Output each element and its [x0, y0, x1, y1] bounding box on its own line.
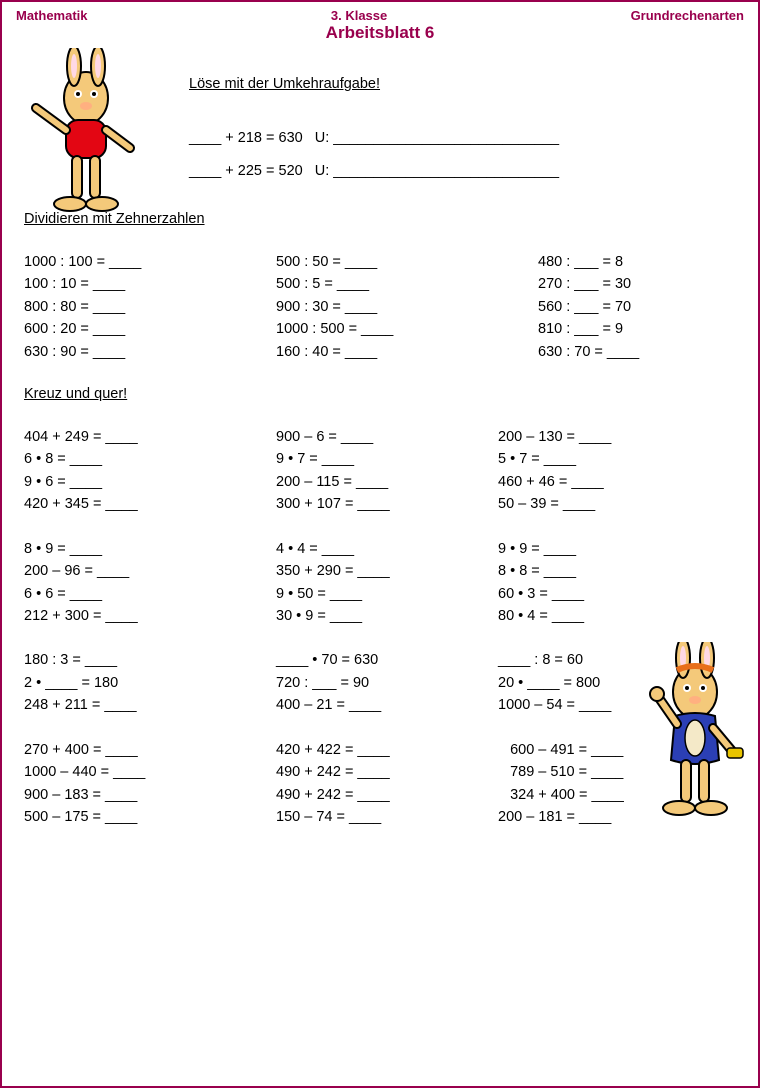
problem-cell: 9 • 9 = ____ — [498, 538, 740, 560]
problem-cell: 6 • 6 = ____ — [24, 583, 276, 605]
section1-heading: Löse mit der Umkehraufgabe! — [189, 73, 740, 95]
problem-cell: 500 – 175 = ____ — [24, 806, 276, 828]
problem-cell: 248 + 211 = ____ — [24, 694, 276, 716]
problem-cell: 212 + 300 = ____ — [24, 605, 276, 627]
problem-cell: 9 • 7 = ____ — [276, 448, 498, 470]
problem-cell: 30 • 9 = ____ — [276, 605, 498, 627]
problem-cell: 1000 : 500 = ____ — [276, 318, 538, 340]
problem-row: 1000 – 440 = ____490 + 242 = ____ 789 – … — [24, 761, 740, 783]
problem-cell: 460 + 46 = ____ — [498, 471, 740, 493]
problem-cell: 404 + 249 = ____ — [24, 426, 276, 448]
inverse-problem-line: ____ + 218 = 630 U: ____________________… — [189, 127, 740, 149]
problem-cell: 8 • 8 = ____ — [498, 560, 740, 582]
problem-cell: 8 • 9 = ____ — [24, 538, 276, 560]
problem-cell: 9 • 50 = ____ — [276, 583, 498, 605]
problem-cell: 500 : 50 = ____ — [276, 251, 538, 273]
problem-row: 248 + 211 = ____400 – 21 = ____1000 – 54… — [24, 694, 740, 716]
problem-cell: 480 : ___ = 8 — [538, 251, 740, 273]
problem-cell: 9 • 6 = ____ — [24, 471, 276, 493]
problem-cell: 350 + 290 = ____ — [276, 560, 498, 582]
problem-cell: ____ • 70 = 630 — [276, 649, 498, 671]
inverse-problem-line: ____ + 225 = 520 U: ____________________… — [189, 160, 740, 182]
problem-cell: 500 : 5 = ____ — [276, 273, 538, 295]
division-grid: 1000 : 100 = ____500 : 50 = ____480 : __… — [24, 251, 740, 363]
problem-row: 180 : 3 = ________ • 70 = 630____ : 8 = … — [24, 649, 740, 671]
problem-row: 212 + 300 = ____30 • 9 = ____80 • 4 = __… — [24, 605, 740, 627]
problem-cell: 4 • 4 = ____ — [276, 538, 498, 560]
problem-cell: 200 – 115 = ____ — [276, 471, 498, 493]
page-header: Mathematik 3. Klasse Grundrechenarten — [2, 2, 758, 23]
problem-cell: 50 – 39 = ____ — [498, 493, 740, 515]
header-center: 3. Klasse — [331, 8, 387, 23]
mixed-grid: 404 + 249 = ____900 – 6 = ____200 – 130 … — [24, 426, 740, 829]
problem-cell: 800 : 80 = ____ — [24, 296, 276, 318]
problem-cell: 300 + 107 = ____ — [276, 493, 498, 515]
problem-cell: 100 : 10 = ____ — [24, 273, 276, 295]
problem-row: 1000 : 100 = ____500 : 50 = ____480 : __… — [24, 251, 740, 273]
problem-cell: 2 • ____ = 180 — [24, 672, 276, 694]
problem-cell: 900 – 183 = ____ — [24, 784, 276, 806]
section3-heading: Kreuz und quer! — [24, 383, 740, 405]
problem-row: 404 + 249 = ____900 – 6 = ____200 – 130 … — [24, 426, 740, 448]
problem-row: 9 • 6 = ____200 – 115 = ____460 + 46 = _… — [24, 471, 740, 493]
bunny-blue-icon — [637, 642, 752, 827]
problem-cell: 600 : 20 = ____ — [24, 318, 276, 340]
problem-cell: 630 : 90 = ____ — [24, 341, 276, 363]
problem-row: 800 : 80 = ____900 : 30 = ____560 : ___ … — [24, 296, 740, 318]
problem-cell: 5 • 7 = ____ — [498, 448, 740, 470]
problem-row: 100 : 10 = ____500 : 5 = ____270 : ___ =… — [24, 273, 740, 295]
problem-row: 8 • 9 = ____4 • 4 = ____9 • 9 = ____ — [24, 538, 740, 560]
header-left: Mathematik — [16, 8, 88, 23]
problem-cell: 720 : ___ = 90 — [276, 672, 498, 694]
problem-cell: 150 – 74 = ____ — [276, 806, 498, 828]
problem-cell: 80 • 4 = ____ — [498, 605, 740, 627]
problem-row: 420 + 345 = ____300 + 107 = ____50 – 39 … — [24, 493, 740, 515]
header-right: Grundrechenarten — [631, 8, 744, 23]
problem-cell: 420 + 422 = ____ — [276, 739, 498, 761]
problem-cell: 1000 – 440 = ____ — [24, 761, 276, 783]
problem-cell: 630 : 70 = ____ — [538, 341, 740, 363]
problem-cell: 490 + 242 = ____ — [276, 761, 498, 783]
problem-cell: 560 : ___ = 70 — [538, 296, 740, 318]
bunny-red-icon — [26, 48, 156, 223]
problem-row: 600 : 20 = ____1000 : 500 = ____810 : __… — [24, 318, 740, 340]
problem-row: 2 • ____ = 180720 : ___ = 9020 • ____ = … — [24, 672, 740, 694]
problem-cell: 60 • 3 = ____ — [498, 583, 740, 605]
problem-cell: 180 : 3 = ____ — [24, 649, 276, 671]
problem-cell: 6 • 8 = ____ — [24, 448, 276, 470]
problem-cell: 270 + 400 = ____ — [24, 739, 276, 761]
problem-cell: 420 + 345 = ____ — [24, 493, 276, 515]
problem-cell: 160 : 40 = ____ — [276, 341, 538, 363]
problem-cell: 1000 : 100 = ____ — [24, 251, 276, 273]
problem-cell: 200 – 96 = ____ — [24, 560, 276, 582]
problem-row: 200 – 96 = ____350 + 290 = ____8 • 8 = _… — [24, 560, 740, 582]
problem-row: 630 : 90 = ____160 : 40 = ____630 : 70 =… — [24, 341, 740, 363]
problem-cell: 200 – 130 = ____ — [498, 426, 740, 448]
problem-row: 900 – 183 = ____490 + 242 = ____ 324 + 4… — [24, 784, 740, 806]
problem-row: 500 – 175 = ____150 – 74 = ____200 – 181… — [24, 806, 740, 828]
problem-row: 6 • 6 = ____9 • 50 = ____60 • 3 = ____ — [24, 583, 740, 605]
problem-cell: 810 : ___ = 9 — [538, 318, 740, 340]
problem-cell: 900 – 6 = ____ — [276, 426, 498, 448]
problem-cell: 270 : ___ = 30 — [538, 273, 740, 295]
problem-row: 6 • 8 = ____9 • 7 = ____5 • 7 = ____ — [24, 448, 740, 470]
problem-cell: 900 : 30 = ____ — [276, 296, 538, 318]
problem-cell: 400 – 21 = ____ — [276, 694, 498, 716]
problem-cell: 490 + 242 = ____ — [276, 784, 498, 806]
page-title: Arbeitsblatt 6 — [2, 23, 758, 43]
problem-row: 270 + 400 = ____420 + 422 = ____ 600 – 4… — [24, 739, 740, 761]
